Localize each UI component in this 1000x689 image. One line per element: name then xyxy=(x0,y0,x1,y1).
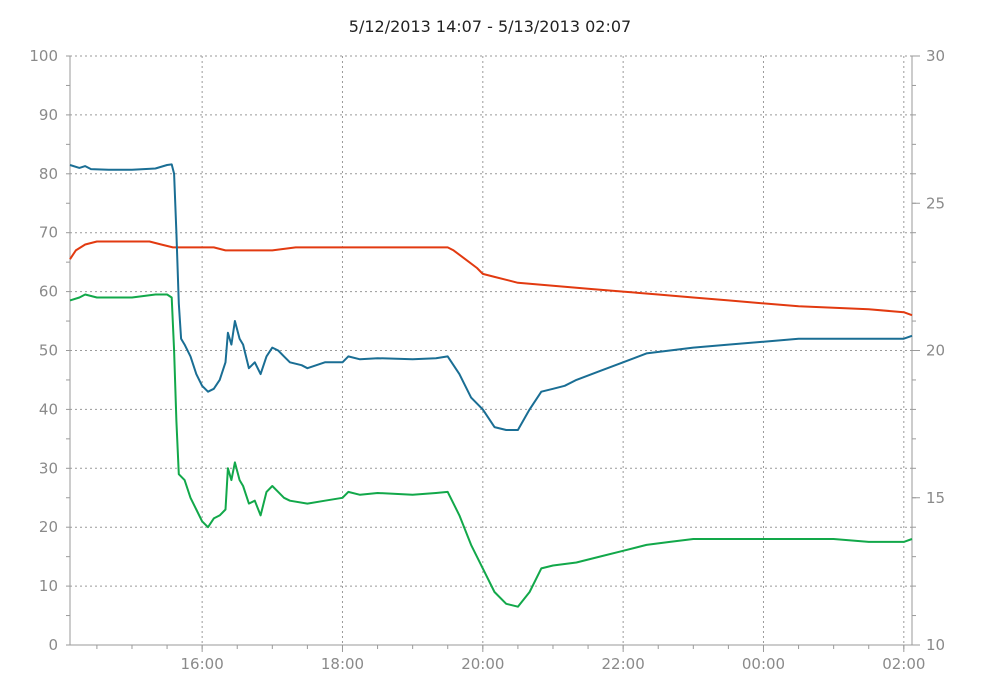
x-tick-label: 02:00 xyxy=(882,655,925,673)
left-y-tick-label: 80 xyxy=(39,165,58,183)
right-y-tick-label: 25 xyxy=(926,194,945,212)
series-lines xyxy=(69,163,913,608)
x-tick-label: 18:00 xyxy=(321,655,364,673)
axes xyxy=(69,56,913,646)
chart-title: 5/12/2013 14:07 - 5/13/2013 02:07 xyxy=(349,17,631,36)
left-y-tick-label: 50 xyxy=(39,342,58,360)
left-y-tick-label: 40 xyxy=(39,400,58,418)
left-y-tick-label: 70 xyxy=(39,224,58,242)
x-tick-label: 20:00 xyxy=(461,655,504,673)
series-line-3 xyxy=(69,293,913,608)
right-y-tick-label: 30 xyxy=(926,47,945,65)
series-line-2 xyxy=(69,163,913,431)
left-y-tick-label: 30 xyxy=(39,459,58,477)
left-y-tick-label: 60 xyxy=(39,283,58,301)
series-line-1 xyxy=(69,240,913,317)
right-y-tick-label: 20 xyxy=(926,342,945,360)
x-tick-label: 22:00 xyxy=(602,655,645,673)
x-tick-label: 00:00 xyxy=(742,655,785,673)
x-tick-label: 16:00 xyxy=(181,655,224,673)
left-y-tick-label: 10 xyxy=(39,577,58,595)
right-y-tick-label: 15 xyxy=(926,489,945,507)
tick-labels: 0 10 20 30 40 50 60 70 80 90 100 10 15 20 25 30 16:00 18:… xyxy=(29,47,945,673)
left-y-tick-label: 100 xyxy=(29,47,58,65)
left-y-tick-label: 0 xyxy=(48,636,58,654)
left-y-tick-label: 90 xyxy=(39,106,58,124)
grid xyxy=(66,55,920,652)
left-y-tick-label: 20 xyxy=(39,518,58,536)
right-y-tick-label: 10 xyxy=(926,636,945,654)
